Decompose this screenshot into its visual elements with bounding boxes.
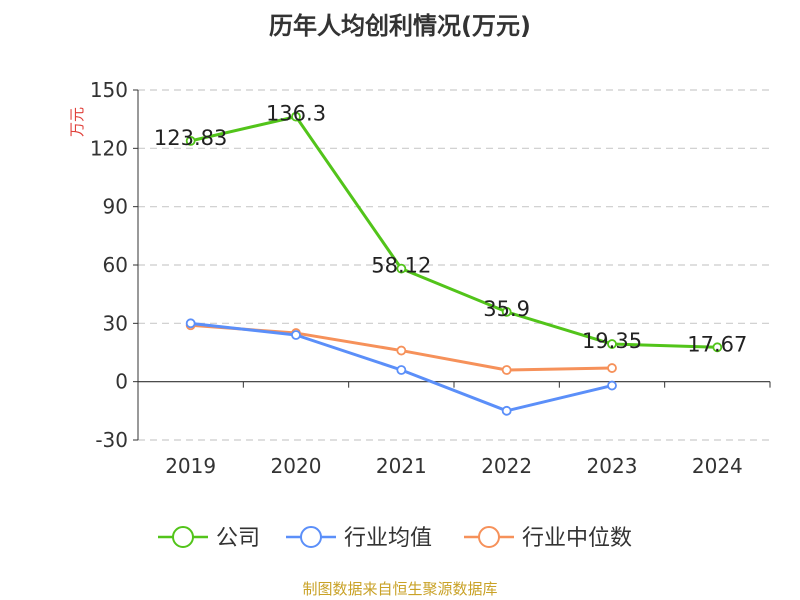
data-point — [396, 263, 407, 274]
data-label: 19.35 — [582, 329, 642, 353]
series-line — [190, 115, 718, 349]
series-layer — [185, 111, 723, 416]
data-point — [501, 365, 512, 375]
data-point — [291, 111, 301, 122]
legend-marker — [172, 526, 194, 548]
data-point — [185, 135, 196, 146]
legend-marker — [478, 526, 500, 548]
data-label: 123.83 — [154, 126, 227, 150]
legend: 公司 行业均值 行业中位数 — [158, 526, 632, 551]
data-point — [501, 405, 512, 416]
x-tick-label: 2021 — [376, 454, 427, 478]
data-point — [607, 380, 617, 391]
legend-marker — [300, 526, 322, 548]
data-label: 136.3 — [266, 102, 326, 126]
x-tick-label: 2024 — [692, 454, 743, 478]
y-tick-label: 150 — [90, 78, 128, 102]
y-tick-label: 30 — [103, 311, 128, 335]
data-point — [607, 363, 617, 373]
data-point — [291, 330, 301, 340]
data-point — [607, 339, 617, 349]
x-tick-label: 2023 — [587, 454, 638, 478]
x-tick-label: 2020 — [271, 454, 322, 478]
data-point — [712, 342, 723, 353]
y-tick-label: 90 — [103, 195, 128, 219]
y-tick-label: -30 — [95, 428, 128, 452]
data-point — [501, 306, 512, 317]
data-source-note: 制图数据来自恒生聚源数据库 — [302, 580, 498, 598]
data-label: 35.9 — [483, 297, 530, 321]
data-point — [396, 345, 407, 356]
legend-label: 行业中位数 — [522, 526, 632, 551]
y-tick-label: 0 — [115, 370, 128, 394]
data-label: 17.67 — [687, 332, 747, 356]
data-point — [185, 318, 196, 329]
grid-lines — [138, 89, 770, 441]
y-tick-label: 60 — [103, 253, 128, 277]
y-axis-label: 万元 — [68, 107, 86, 137]
chart-title: 历年人均创利情况(万元) — [269, 12, 531, 40]
y-tick-label: 120 — [90, 136, 128, 160]
axes: -30 0 30 60 90 120 150 2019 2020 2021 2022 2023 2024… — [68, 78, 771, 478]
x-tick-label: 2019 — [165, 454, 216, 478]
legend-label: 公司 — [216, 526, 260, 551]
x-tick-label: 2022 — [481, 454, 532, 478]
legend-label: 行业均值 — [344, 526, 432, 551]
data-label: 58.12 — [371, 254, 431, 278]
data-point — [396, 365, 407, 375]
data-labels: 123.83 136.3 58.12 35.9 19.35 17.67 — [154, 102, 747, 357]
